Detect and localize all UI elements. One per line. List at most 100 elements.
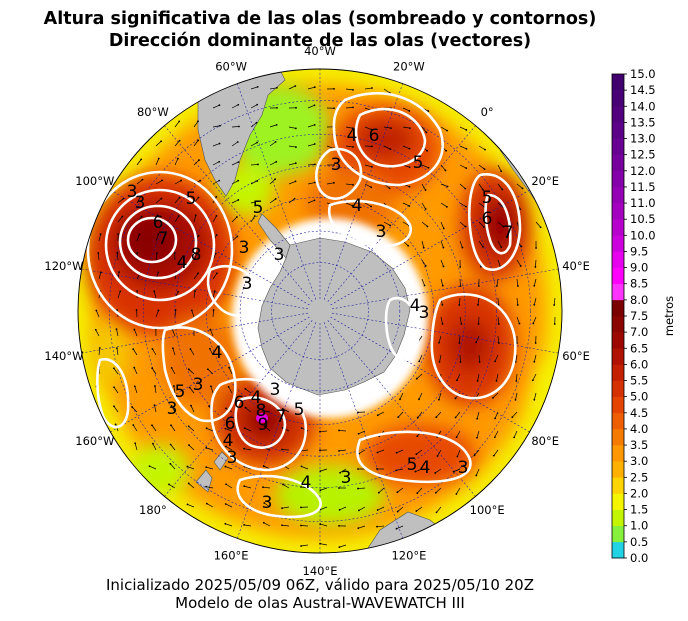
wave-vector [497,221,504,227]
wave-vector [149,465,157,470]
wave-vector-head [244,387,247,390]
wave-vector [231,216,238,223]
wave-vector [459,316,462,324]
colorbar-swatch [612,170,624,188]
wave-vector-head [140,158,143,161]
wave-vector-head [187,425,190,428]
colorbar-tick-label: 2.5 [630,470,648,484]
wave-vector [244,485,252,489]
lon-label: 60°W [215,60,247,74]
lon-label: 20°E [531,174,559,188]
wave-vector [439,354,442,362]
colorbar-tick-label: 10.0 [630,228,656,242]
wave-vector-head [274,140,277,143]
wave-vector [98,272,102,280]
wave-vector [307,200,315,204]
wave-vector-head [416,492,419,495]
wave-vector-head [533,398,536,401]
wave-vector-head [294,85,297,87]
wave-vector-head [243,485,246,488]
wave-vector-head [98,347,101,349]
wave-vector-head [197,120,199,123]
wave-vector-head [95,309,98,312]
wave-vector-head [513,436,516,439]
colorbar-swatch [612,267,624,285]
wave-vector-head [176,157,179,160]
wave-vector [533,278,537,286]
wave-vector-head [224,427,227,430]
antarctic-peninsula [257,213,291,259]
wave-vector [151,367,157,375]
colorbar-swatch [612,541,624,559]
wave-vector [225,503,233,508]
wave-vector [228,386,233,394]
wave-vector-head [281,407,284,410]
wave-vector [492,392,499,399]
wave-vector [339,506,347,511]
wave-vector [345,145,353,148]
wave-vector [269,161,277,166]
wave-vector-head [389,148,392,150]
wave-vector [263,522,271,527]
wave-vector [269,198,276,204]
wave-vector [320,506,328,510]
wave-vector-head [333,164,335,166]
wave-vector [497,259,501,267]
wave-vector [478,354,480,363]
wave-vector [478,202,485,208]
wave-vector [244,427,252,432]
colorbar-tick-label: 2.0 [630,486,648,500]
wave-vector [117,216,123,223]
wave-vector-head [532,322,535,325]
wave-vector [364,164,372,168]
wave-vector-head [136,290,139,292]
wave-vector-head [115,347,118,349]
wave-vector-head [281,507,284,510]
wave-vector [188,444,195,451]
wave-vector [453,468,461,473]
colorbar-swatch [612,154,624,172]
footer-init-valid: Inicializado 2025/05/09 06Z, válido para… [106,576,534,594]
wave-vector [136,196,141,204]
wave-vector-head [424,189,427,191]
wave-vector [377,506,385,511]
wave-vector [113,368,119,375]
wave-vector [516,297,519,305]
wave-vector [532,316,537,324]
wave-vector [435,487,442,493]
wave-vector-head [152,442,154,445]
wave-vector [282,506,290,509]
peak-magenta [256,413,268,423]
colorbar-swatch [612,219,624,236]
wave-vector-head [178,120,181,123]
contour-label: 4 [352,196,363,216]
wave-vector-head [300,465,303,468]
wave-vector-head [262,409,264,412]
wave-vector-head [94,328,97,331]
wave-vector-head [333,107,335,110]
wave-vector-head [493,436,496,439]
wave-vector [497,183,503,190]
wave-vector-head [442,265,445,268]
wave-vector-head [281,524,283,527]
contour-label: 7 [503,223,514,243]
wave-vector [396,525,404,530]
wave-vector-head [521,187,524,190]
wave-vector [438,335,442,343]
wave-vector [377,411,385,416]
wave-vector [364,126,372,130]
contour-label: 5 [294,400,305,420]
lon-label: 80°W [137,105,169,119]
contour-label: 5 [407,455,418,475]
wave-vector-head [228,366,230,369]
colorbar-swatch [612,348,624,365]
wave-vector [282,484,290,489]
wave-vector [189,387,195,394]
wave-vector [440,221,445,229]
wave-vector-head [500,246,503,249]
wave-vector-head [370,165,373,168]
contour-label: 5 [175,382,186,402]
wave-vector-head [190,404,192,407]
wave-vector-head [257,163,259,166]
wave-vector [190,405,195,413]
